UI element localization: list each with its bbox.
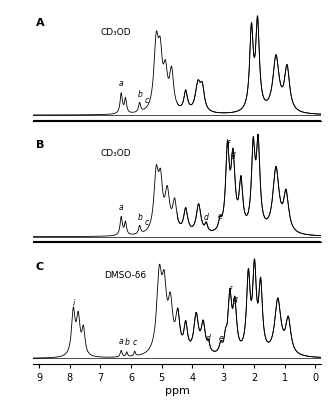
Text: d: d [204,213,209,222]
Text: CD₃OD: CD₃OD [100,149,131,158]
Text: b: b [137,90,142,100]
Text: b: b [137,213,142,222]
Text: b: b [124,338,129,348]
Text: c: c [144,96,149,105]
Text: C: C [36,262,44,272]
Polygon shape [33,255,177,358]
Bar [36,25,174,112]
Text: CD₃OD: CD₃OD [100,28,131,37]
Text: g: g [231,150,236,158]
Text: c: c [144,218,149,227]
Bar [36,146,174,234]
Text: a: a [119,336,124,346]
Bar [36,268,174,356]
Polygon shape [33,134,177,237]
Text: DMSO-δ6: DMSO-δ6 [104,271,146,280]
Text: d: d [206,334,211,343]
Text: i: i [72,299,74,308]
Text: c: c [133,338,137,348]
Polygon shape [33,12,177,115]
X-axis label: ppm: ppm [165,386,190,396]
Text: f: f [229,286,231,295]
Text: e: e [218,212,222,221]
Text: g: g [233,295,237,304]
Text: a: a [119,203,124,212]
Text: a: a [119,80,124,88]
Text: B: B [36,140,44,150]
Text: e: e [218,334,223,343]
Text: f: f [226,140,229,149]
Text: A: A [36,18,45,28]
